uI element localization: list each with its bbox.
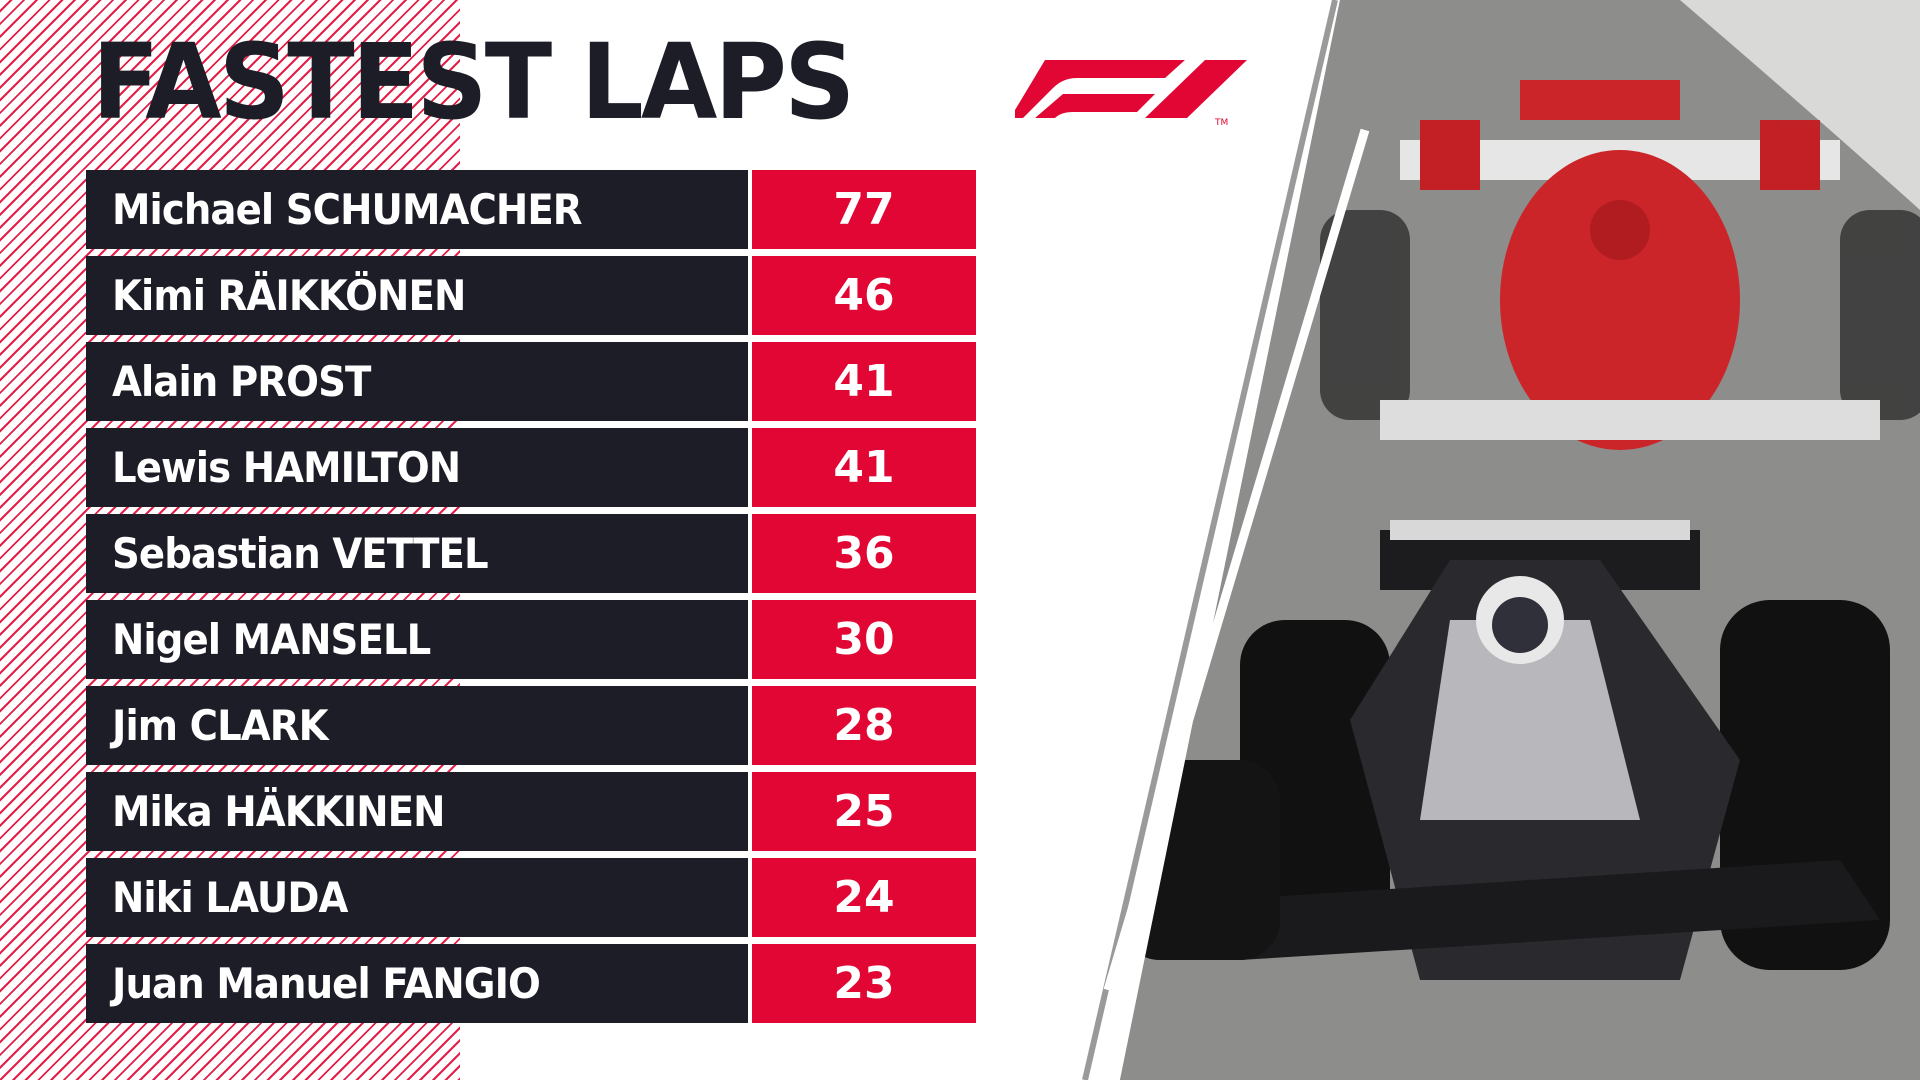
fastest-laps-count: 24 xyxy=(833,872,895,923)
fastest-laps-count-cell: 23 xyxy=(752,944,976,1023)
fastest-laps-count: 28 xyxy=(833,700,895,751)
fastest-laps-count: 41 xyxy=(833,442,895,493)
table-row: Mika HÄKKINEN 25 xyxy=(86,772,976,851)
fastest-laps-count: 41 xyxy=(833,356,895,407)
table-row: Kimi RÄIKKÖNEN 46 xyxy=(86,256,976,335)
cell-separator xyxy=(748,170,752,249)
fastest-laps-count: 46 xyxy=(833,270,895,321)
driver-name: Alain PROST xyxy=(112,357,371,406)
cell-separator xyxy=(748,944,752,1023)
driver-name: Lewis HAMILTON xyxy=(112,443,461,492)
fastest-laps-count: 36 xyxy=(833,528,895,579)
table-row: Alain PROST 41 xyxy=(86,342,976,421)
fastest-laps-count-cell: 28 xyxy=(752,686,976,765)
driver-name-cell: Jim CLARK xyxy=(86,686,748,765)
table-row: Michael SCHUMACHER 77 xyxy=(86,170,976,249)
table-row: Sebastian VETTEL 36 xyxy=(86,514,976,593)
driver-name-cell: Alain PROST xyxy=(86,342,748,421)
driver-name: Juan Manuel FANGIO xyxy=(112,959,541,1008)
f1-logo-icon: TM xyxy=(1015,60,1247,125)
driver-name: Sebastian VETTEL xyxy=(112,529,489,578)
driver-name-cell: Sebastian VETTEL xyxy=(86,514,748,593)
table-row: Nigel MANSELL 30 xyxy=(86,600,976,679)
fastest-laps-count-cell: 77 xyxy=(752,170,976,249)
driver-name-cell: Lewis HAMILTON xyxy=(86,428,748,507)
driver-name: Mika HÄKKINEN xyxy=(112,787,445,836)
fastest-laps-count-cell: 30 xyxy=(752,600,976,679)
cell-separator xyxy=(748,600,752,679)
fastest-laps-count-cell: 41 xyxy=(752,428,976,507)
cell-separator xyxy=(748,858,752,937)
cell-separator xyxy=(748,772,752,851)
fastest-laps-count: 25 xyxy=(833,786,895,837)
cell-separator xyxy=(748,514,752,593)
page-title: FASTEST LAPS xyxy=(92,21,855,143)
fastest-laps-count-cell: 25 xyxy=(752,772,976,851)
table-row: Lewis HAMILTON 41 xyxy=(86,428,976,507)
cell-separator xyxy=(748,686,752,765)
driver-name-cell: Niki LAUDA xyxy=(86,858,748,937)
fastest-laps-count: 23 xyxy=(833,958,895,1009)
race-car-illustration xyxy=(1120,0,1920,1080)
race-car-photo xyxy=(1120,0,1920,1080)
driver-name: Michael SCHUMACHER xyxy=(112,185,583,234)
cell-separator xyxy=(748,256,752,335)
driver-name-cell: Kimi RÄIKKÖNEN xyxy=(86,256,748,335)
fastest-laps-count-cell: 41 xyxy=(752,342,976,421)
fastest-laps-count-cell: 24 xyxy=(752,858,976,937)
driver-name: Nigel MANSELL xyxy=(112,615,431,664)
driver-name-cell: Michael SCHUMACHER xyxy=(86,170,748,249)
table-row: Jim CLARK 28 xyxy=(86,686,976,765)
driver-name: Jim CLARK xyxy=(112,701,329,750)
cell-separator xyxy=(748,428,752,507)
table-row: Niki LAUDA 24 xyxy=(86,858,976,937)
driver-name-cell: Juan Manuel FANGIO xyxy=(86,944,748,1023)
driver-name: Kimi RÄIKKÖNEN xyxy=(112,271,466,320)
driver-name: Niki LAUDA xyxy=(112,873,348,922)
fastest-laps-count: 30 xyxy=(833,614,895,665)
fastest-laps-count-cell: 36 xyxy=(752,514,976,593)
driver-name-cell: Nigel MANSELL xyxy=(86,600,748,679)
svg-text:TM: TM xyxy=(1214,118,1228,125)
fastest-laps-count: 77 xyxy=(833,184,895,235)
driver-name-cell: Mika HÄKKINEN xyxy=(86,772,748,851)
fastest-laps-table: Michael SCHUMACHER 77 Kimi RÄIKKÖNEN 46 Alai… xyxy=(86,170,976,1030)
table-row: Juan Manuel FANGIO 23 xyxy=(86,944,976,1023)
cell-separator xyxy=(748,342,752,421)
fastest-laps-count-cell: 46 xyxy=(752,256,976,335)
